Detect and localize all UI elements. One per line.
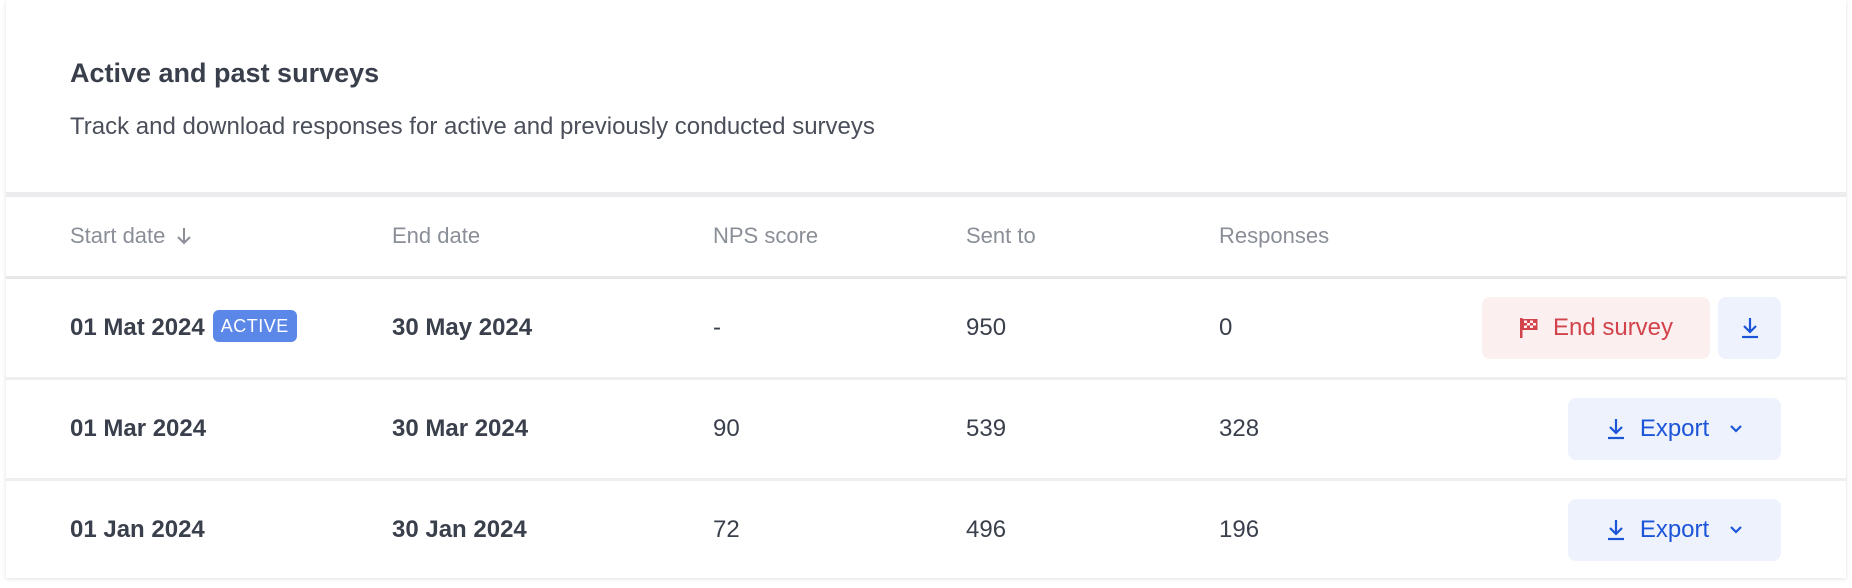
start-date-cell: 01 Mat 2024 ACTIVE — [70, 279, 297, 377]
export-label: Export — [1639, 516, 1710, 543]
column-header-responses: Responses — [1219, 223, 1330, 248]
page-title: Active and past surveys — [70, 58, 380, 88]
column-header-sent-to: Sent to — [966, 223, 1036, 248]
end-survey-button[interactable]: End survey — [1482, 297, 1710, 359]
nps-score-cell: 90 — [713, 415, 740, 442]
nps-score-cell: - — [713, 314, 721, 341]
end-survey-label: End survey — [1552, 314, 1674, 341]
export-label: Export — [1639, 415, 1710, 442]
sent-to-cell: 950 — [966, 314, 1007, 341]
chevron-down-icon — [1730, 425, 1742, 433]
responses-cell: 0 — [1219, 314, 1233, 341]
responses-cell: 328 — [1219, 415, 1260, 442]
download-button[interactable] — [1718, 297, 1781, 359]
end-date-cell: 30 Mar 2024 — [392, 415, 529, 442]
responses-cell: 196 — [1219, 516, 1260, 543]
end-date-cell: 30 Jan 2024 — [392, 516, 527, 543]
table-row: 01 Jan 2024 30 Jan 2024 72 496 196 Expor… — [6, 481, 1846, 579]
arrow-down-icon — [177, 228, 192, 245]
table-header: Start date End date NPS score Sent to Re… — [6, 197, 1846, 279]
nps-score-cell: 72 — [713, 516, 740, 543]
page-subtitle: Track and download responses for active … — [70, 113, 875, 140]
column-header-end-date: End date — [392, 223, 481, 248]
table-row: 01 Mar 2024 30 Mar 2024 90 539 328 Expor… — [6, 380, 1846, 481]
export-dropdown-button[interactable]: Export — [1568, 398, 1781, 460]
export-dropdown-button[interactable]: Export — [1568, 499, 1781, 561]
divider — [6, 192, 1846, 197]
start-date: 01 Mat 2024 — [70, 314, 205, 341]
start-date-cell: 01 Mar 2024 — [70, 415, 207, 442]
table-row: 01 Mat 2024 ACTIVE 30 May 2024 - 950 0 En… — [6, 279, 1846, 380]
end-date-cell: 30 May 2024 — [392, 314, 533, 341]
download-icon — [1607, 520, 1624, 541]
download-icon — [1607, 419, 1624, 440]
surveys-card: Active and past surveys Track and downlo… — [6, 0, 1846, 578]
start-date-cell: 01 Jan 2024 — [70, 516, 205, 543]
chevron-down-icon — [1730, 526, 1742, 534]
sent-to-cell: 539 — [966, 415, 1007, 442]
column-header-nps-score: NPS score — [713, 223, 819, 248]
checkered-flag-icon — [1519, 318, 1538, 338]
download-icon — [1741, 318, 1758, 339]
sent-to-cell: 496 — [966, 516, 1007, 543]
status-badge: ACTIVE — [212, 309, 297, 342]
column-header-start-date[interactable]: Start date — [70, 223, 193, 249]
column-label: Start date — [70, 223, 166, 248]
